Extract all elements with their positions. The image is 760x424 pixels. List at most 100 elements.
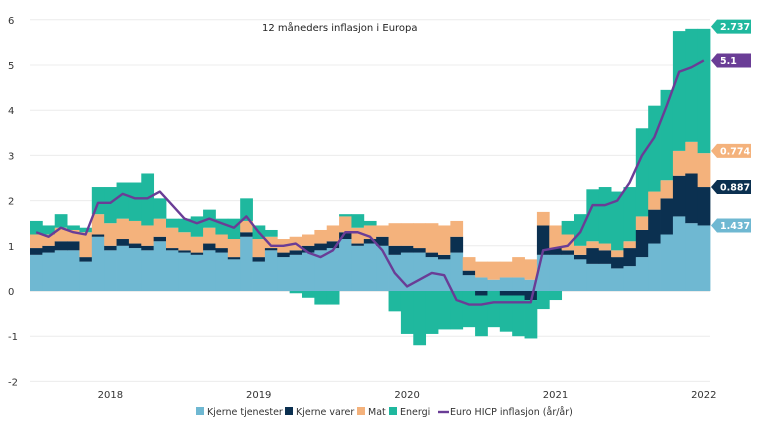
end-tag-shape (711, 19, 751, 34)
bar-segment (104, 245, 117, 251)
bar-segment (289, 250, 303, 255)
bar-segment (524, 279, 538, 291)
bar-segment (153, 236, 167, 242)
bar-segment (623, 266, 637, 291)
bar-segment (190, 254, 204, 291)
bar-segment (314, 291, 328, 305)
bar-segment (635, 216, 649, 230)
bar-segment (264, 248, 278, 251)
x-tick-label: 2018 (98, 390, 123, 401)
bar-segment (252, 239, 266, 258)
bar-segment (574, 245, 587, 255)
legend-label: Euro HICP inflasjon (år/år) (450, 407, 573, 418)
bar-segment (475, 295, 488, 337)
end-tag: 5.1 (711, 53, 751, 68)
end-tag-label: 5.1 (720, 56, 737, 67)
bar-segment (227, 239, 241, 258)
hicp-line (35, 59, 705, 306)
stacked-bars (30, 28, 711, 346)
bar-segment (524, 291, 538, 301)
bar-segment (388, 223, 402, 246)
end-tag-label: 1.437 (720, 221, 750, 232)
x-axis-year-labels: 2018 2019 2020 2021 2022 (98, 390, 717, 401)
bar-segment (363, 243, 377, 291)
bar-segment (91, 234, 105, 237)
bar-segment (623, 187, 637, 242)
legend-swatch (196, 407, 204, 415)
bar-segment (54, 214, 68, 228)
bar-segment (104, 223, 117, 246)
bar-segment (623, 248, 637, 267)
bar-segment (42, 225, 56, 235)
bar-segment (351, 227, 365, 244)
bar-segment (141, 225, 155, 246)
bar-segment (400, 252, 414, 291)
legend-item: Energi (389, 407, 430, 418)
bar-segment (178, 232, 192, 251)
bar-segment (438, 225, 451, 255)
bar-segment (598, 250, 612, 264)
bar-segment (91, 236, 105, 291)
end-tag-label: 0.774 (720, 146, 750, 157)
bar-segment (153, 198, 167, 219)
bar-segment (240, 232, 253, 237)
bar-segment (623, 241, 637, 249)
bar-segment (104, 250, 117, 291)
x-tick-label: 2021 (543, 390, 568, 401)
bar-segment (363, 239, 377, 244)
bar-segment (141, 245, 155, 251)
bar-segment (400, 245, 414, 253)
legend-item: Mat (357, 407, 386, 418)
bar-segment (413, 252, 427, 291)
bar-segment (438, 291, 451, 330)
bar-segment (648, 243, 661, 291)
bar-segment (326, 291, 340, 305)
bar-segment (79, 261, 93, 291)
y-tick-label: 3 (8, 151, 14, 162)
bar-segment (79, 227, 93, 233)
bar-segment (302, 234, 315, 246)
bar-segment (400, 291, 414, 334)
bar-segment (487, 291, 501, 328)
end-value-tags: 2.737 5.1 0.774 0.887 1.437 (711, 19, 751, 233)
legend-item: Kjerne tjenester (196, 407, 283, 418)
bar-segment (598, 263, 612, 291)
bar-segment (42, 234, 56, 246)
bar-segment (499, 261, 513, 278)
bar-segment (697, 225, 711, 291)
bar-segment (339, 216, 352, 233)
bar-segment (42, 245, 56, 253)
bar-segment (67, 250, 80, 291)
y-tick-label: -2 (8, 377, 18, 388)
bar-segment (30, 248, 43, 255)
bar-segment (141, 250, 155, 291)
x-tick-label: 2019 (246, 390, 271, 401)
bar-segment (227, 257, 241, 260)
bar-segment (586, 248, 600, 264)
bar-segment (648, 105, 661, 192)
bar-segment (487, 279, 501, 291)
bar-segment (91, 214, 105, 235)
bar-segment (598, 187, 612, 244)
legend-label: Kjerne tjenester (207, 407, 283, 418)
y-tick-label: 4 (8, 106, 14, 117)
bar-segment (536, 291, 550, 310)
bar-segment (79, 232, 93, 258)
end-tag: 1.437 (711, 218, 751, 233)
bar-segment (178, 250, 192, 253)
bar-segment (166, 250, 179, 291)
bar-segment (400, 223, 414, 246)
bar-segment (30, 220, 43, 235)
bar-segment (302, 252, 315, 291)
bar-segment (128, 220, 142, 244)
bar-segment (190, 216, 204, 237)
bar-segment (351, 243, 365, 246)
end-tag-shape (711, 218, 751, 233)
bar-segment (277, 257, 291, 291)
bar-segment (611, 257, 624, 269)
bar-segment (462, 291, 476, 328)
bar-segment (326, 225, 340, 242)
bar-segment (574, 254, 587, 260)
bar-segment (376, 236, 389, 246)
bar-segment (67, 225, 80, 230)
